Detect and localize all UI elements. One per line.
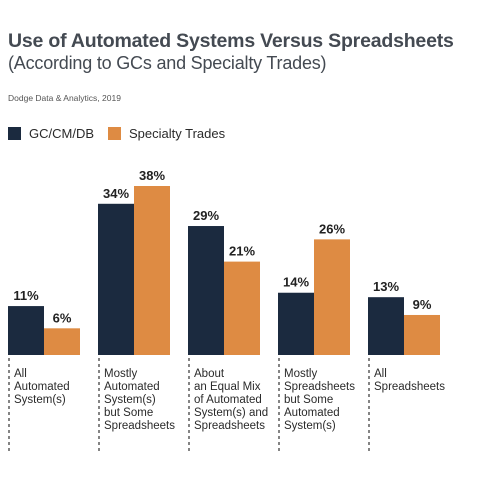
bar-gc-1 xyxy=(98,203,134,355)
category-label-0-line-2: System(s) xyxy=(14,394,66,406)
category-label-1-line-0: Mostly xyxy=(104,368,137,380)
category-label-3-line-2: but Some xyxy=(284,394,333,406)
legend-label-gc: GC/CM/DB xyxy=(29,125,94,141)
data-label-gc-3: 14% xyxy=(283,275,309,290)
category-label-2-line-0: About xyxy=(194,368,225,380)
legend: GC/CM/DB Specialty Trades xyxy=(8,125,239,141)
category-label-4-line-1: Spreadsheets xyxy=(374,381,445,393)
category-label-3-line-1: Spreadsheets xyxy=(284,381,355,393)
legend-swatch-specialty xyxy=(108,126,121,140)
category-label-1-line-1: Automated xyxy=(104,381,160,393)
source-note: Dodge Data & Analytics, 2019 xyxy=(8,93,121,103)
category-label-2-line-2: of Automated xyxy=(194,394,262,406)
data-label-specialty-3: 26% xyxy=(319,221,345,236)
data-label-specialty-4: 9% xyxy=(413,297,432,312)
category-label-2-line-3: System(s) and xyxy=(194,407,268,419)
legend-item-specialty: Specialty Trades xyxy=(108,126,225,141)
bar-gc-0 xyxy=(8,306,44,355)
data-label-specialty-0: 6% xyxy=(53,310,72,325)
category-label-1-line-2: System(s) xyxy=(104,394,156,406)
bar-specialty-2 xyxy=(224,261,260,355)
bar-specialty-3 xyxy=(314,239,350,355)
data-label-gc-1: 34% xyxy=(103,186,129,201)
category-label-2-line-4: Spreadsheets xyxy=(194,420,265,432)
data-label-gc-0: 11% xyxy=(13,288,39,303)
data-label-gc-2: 29% xyxy=(193,208,219,223)
category-label-0-line-0: All xyxy=(14,368,27,380)
category-label-0-line-1: Automated xyxy=(14,381,70,393)
legend-swatch-gc xyxy=(8,126,21,140)
bar-specialty-4 xyxy=(404,314,440,355)
legend-label-specialty: Specialty Trades xyxy=(129,125,226,141)
bar-specialty-1 xyxy=(134,186,170,355)
bar-gc-4 xyxy=(368,297,404,355)
category-label-1-line-3: but Some xyxy=(104,407,153,419)
chart-title: Use of Automated Systems Versus Spreadsh… xyxy=(8,30,454,52)
bar-specialty-0 xyxy=(44,328,80,355)
bar-gc-2 xyxy=(188,226,224,355)
data-label-specialty-1: 38% xyxy=(139,168,165,183)
category-label-1-line-4: Spreadsheets xyxy=(104,420,175,432)
bar-gc-3 xyxy=(278,292,314,355)
category-label-2-line-1: an Equal Mix xyxy=(194,381,261,393)
chart-subtitle: (According to GCs and Specialty Trades) xyxy=(8,53,327,73)
data-label-gc-4: 13% xyxy=(373,279,399,294)
category-label-3-line-4: System(s) xyxy=(284,420,336,432)
legend-item-gc: GC/CM/DB xyxy=(8,126,94,141)
data-label-specialty-2: 21% xyxy=(229,244,255,259)
category-label-4-line-0: All xyxy=(374,368,387,380)
category-label-3-line-0: Mostly xyxy=(284,368,317,380)
category-label-3-line-3: Automated xyxy=(284,407,340,419)
